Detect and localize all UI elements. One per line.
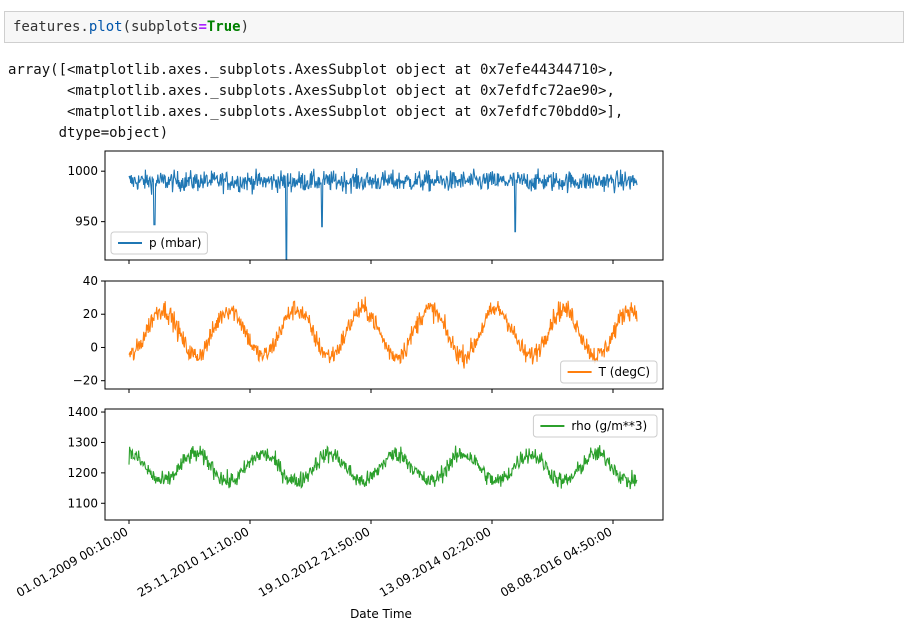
x-tick-label: 19.10.2012 21:50:00 bbox=[256, 524, 372, 599]
code-method: plot bbox=[88, 19, 123, 35]
y-tick-label: 1400 bbox=[67, 405, 98, 419]
output-line: array([<matplotlib.axes._subplots.AxesSu… bbox=[8, 62, 615, 78]
output-line: dtype=object) bbox=[8, 125, 169, 141]
series-line bbox=[128, 445, 638, 490]
code-line: features.plot(subplots=True) bbox=[13, 18, 249, 36]
code-keyword: True bbox=[206, 19, 241, 35]
y-tick-label: 0 bbox=[90, 340, 98, 354]
subplot-3: 1100 1200 1300 1400 rho (g/m**3) bbox=[67, 405, 664, 524]
x-tick-label: 08.08.2016 04:50:00 bbox=[498, 524, 614, 599]
output-line: <matplotlib.axes._subplots.AxesSubplot o… bbox=[8, 104, 624, 120]
legend: p (mbar) bbox=[110, 231, 208, 255]
x-tick-label: 25.11.2010 11:10:00 bbox=[135, 524, 251, 599]
y-tick-label: 40 bbox=[83, 274, 98, 288]
y-tick-label: 950 bbox=[75, 215, 98, 229]
legend-label: T (degC) bbox=[598, 365, 651, 379]
y-tick-label: 1000 bbox=[67, 164, 98, 178]
legend-box bbox=[110, 231, 208, 255]
code-input-cell[interactable]: features.plot(subplots=True) bbox=[4, 11, 904, 43]
y-tick-label: 1100 bbox=[67, 496, 98, 510]
code-equals: = bbox=[198, 19, 207, 35]
code-argument: (subplots bbox=[122, 19, 199, 35]
output-text: array([<matplotlib.axes._subplots.AxesSu… bbox=[8, 60, 623, 144]
y-tick-label: −20 bbox=[73, 374, 98, 388]
x-tick-label: 13.09.2014 02:20:00 bbox=[377, 524, 493, 599]
legend-box bbox=[560, 360, 658, 384]
y-tick-label: 1300 bbox=[67, 435, 98, 449]
x-axis-label: Date Time bbox=[350, 607, 412, 621]
x-tick-label: 01.01.2009 00:10:00 bbox=[14, 524, 130, 599]
axes-frame bbox=[104, 280, 664, 390]
legend: rho (g/m**3) bbox=[532, 414, 658, 438]
legend-label: p (mbar) bbox=[149, 236, 201, 250]
legend-label: rho (g/m**3) bbox=[571, 419, 647, 433]
output-line: <matplotlib.axes._subplots.AxesSubplot o… bbox=[8, 83, 615, 99]
legend: T (degC) bbox=[560, 360, 658, 384]
subplot-1: 950 1000 p (mbar) bbox=[67, 150, 664, 264]
y-tick-label: 1200 bbox=[67, 466, 98, 480]
series-line bbox=[128, 168, 638, 260]
y-tick-label: 20 bbox=[83, 307, 98, 321]
axes-frame bbox=[104, 150, 664, 261]
legend-box bbox=[532, 414, 658, 438]
subplot-2: −20 0 20 40 T (degC) bbox=[73, 274, 664, 393]
code-close-paren: ) bbox=[240, 19, 250, 35]
series-line bbox=[128, 296, 638, 369]
code-object: features. bbox=[13, 19, 89, 35]
axes-frame bbox=[104, 408, 664, 521]
